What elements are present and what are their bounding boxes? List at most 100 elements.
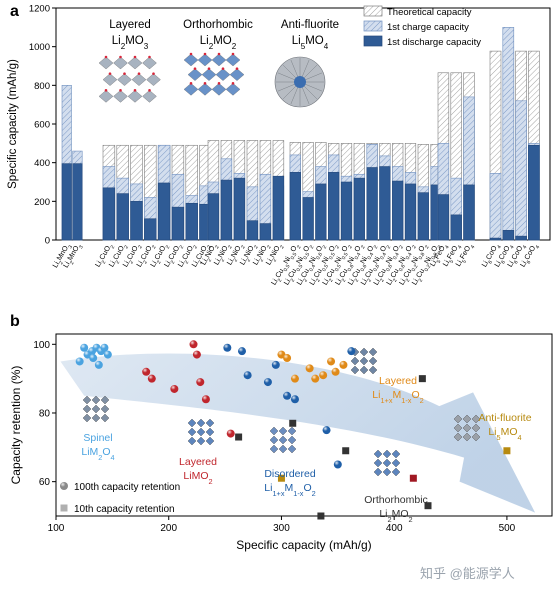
oxygen-atom <box>152 72 155 75</box>
data-point-shine <box>100 343 109 352</box>
legend-a: Theoretical capacity 1st charge capacity 1… <box>363 5 481 48</box>
class-formula-label: LiM2O4 <box>81 446 114 462</box>
class-name-label: Spinel <box>83 432 112 444</box>
bar-discharge <box>233 177 246 241</box>
oxygen-atom <box>217 52 221 56</box>
panel-a-label: a <box>10 3 19 20</box>
lattice-cell <box>91 404 101 414</box>
crystal-polyhedron <box>142 90 157 103</box>
antifluorite-structure-icon <box>453 414 481 442</box>
oxygen-atom <box>193 67 197 70</box>
lattice-cell <box>391 467 401 477</box>
lattice-cell <box>368 347 378 357</box>
crystal-polyhedron <box>197 83 213 96</box>
lattice-cell <box>196 418 206 428</box>
bar-discharge <box>61 163 72 241</box>
x-category-label: Li2Cu0.4Ni0.6O2 <box>294 241 328 288</box>
data-point-shine <box>201 395 210 404</box>
bar-charge <box>515 100 527 241</box>
data-point-shine <box>290 374 299 383</box>
lattice-cell <box>391 449 401 459</box>
y-tick-label: 80 <box>39 408 51 419</box>
oxygen-atom <box>189 52 193 56</box>
oxygen-atom <box>189 82 193 85</box>
bar-discharge <box>207 193 220 241</box>
lattice-cell <box>373 458 383 468</box>
crystal-polyhedron <box>142 56 157 70</box>
lattice-cell <box>359 347 369 357</box>
lattice-cell <box>359 356 369 366</box>
legend-swatch <box>363 5 383 17</box>
crystal-polyhedron <box>211 83 227 96</box>
lattice-cell <box>471 432 481 442</box>
lattice-cell <box>269 435 279 445</box>
y-tick-label: 1000 <box>29 42 50 53</box>
lattice-cell <box>471 423 481 433</box>
data-point-10th <box>424 502 432 510</box>
lattice-cell <box>269 444 279 454</box>
li2mno3-structure-icon <box>98 55 161 103</box>
lattice-cell <box>368 356 378 366</box>
class-formula-label: LiMO2 <box>183 470 212 486</box>
crystal-polyhedron <box>187 68 203 81</box>
class-formula-label: Li5MO4 <box>488 426 521 442</box>
legend-swatch <box>363 35 383 47</box>
oxygen-atom <box>133 89 137 92</box>
crystal-polyhedron <box>225 53 241 67</box>
lattice-cell <box>196 436 206 446</box>
lattice-cell <box>453 432 463 442</box>
oxygen-atom <box>119 55 122 59</box>
crystal-polyhedron <box>117 73 132 86</box>
lattice-cell <box>287 426 297 436</box>
class-name-label: Disordered <box>264 468 316 480</box>
trend-arrow <box>60 353 536 513</box>
bar-discharge <box>437 194 450 241</box>
data-point-shine <box>243 371 252 380</box>
x-category-label: Li2Cu0.5Ni0.5O2 <box>282 241 316 288</box>
class-formula-label: Li1+xM1-xO2 <box>264 482 315 498</box>
lattice-cell <box>350 356 360 366</box>
data-point-shine <box>238 347 246 356</box>
data-point-10th <box>342 447 350 455</box>
data-point-shine <box>333 460 342 469</box>
lattice-cell <box>453 423 463 433</box>
bar-discharge <box>353 177 365 241</box>
x-tick-label: 100 <box>48 523 65 534</box>
bar-discharge <box>515 235 527 241</box>
lattice-cell <box>373 449 383 459</box>
bar-discharge <box>502 230 515 241</box>
crystal-polyhedron <box>127 56 143 70</box>
group-title: Anti-fluorite <box>281 19 339 31</box>
lattice-cell <box>382 449 392 459</box>
oxygen-atom <box>133 55 137 59</box>
lattice-cell <box>82 395 92 405</box>
data-point-shine <box>339 360 348 369</box>
data-point-10th <box>503 447 511 455</box>
lattice-cell <box>359 365 369 375</box>
x-category-label: Li2Cu0.6Ni0.4O2 <box>371 241 405 288</box>
class-formula-label: Li1+xM1-xO2 <box>372 389 423 405</box>
oxygen-atom <box>221 67 225 70</box>
oxygen-atom <box>137 72 141 75</box>
class-name-label: Anti-fluorite <box>478 412 531 424</box>
x-category-label: Li2Cu0.5Ni0.5O2 <box>269 241 303 288</box>
lattice-cell <box>368 365 378 375</box>
bar-discharge <box>116 193 129 241</box>
data-point-shine <box>196 378 205 387</box>
lattice-cell <box>205 427 215 437</box>
group-title: Orthorhombic <box>183 19 253 31</box>
lattice-cell <box>462 414 472 424</box>
x-category-label: Li2Cu0.6Ni0.4O2 <box>333 241 367 288</box>
bar-discharge <box>130 201 143 241</box>
x-category-label: Li2Cu0.2Ni0.8O2 <box>397 241 431 288</box>
class-name-label: Layered <box>179 456 217 468</box>
data-point-10th <box>409 474 417 482</box>
x-tick-label: 400 <box>386 523 403 534</box>
lattice-cell <box>91 395 101 405</box>
lattice-cell <box>382 467 392 477</box>
crystal-polyhedron <box>98 90 114 103</box>
bar-discharge <box>259 223 272 241</box>
crystal-polyhedron <box>113 56 128 70</box>
oxygen-atom <box>123 72 126 75</box>
legend-swatch <box>363 20 383 32</box>
